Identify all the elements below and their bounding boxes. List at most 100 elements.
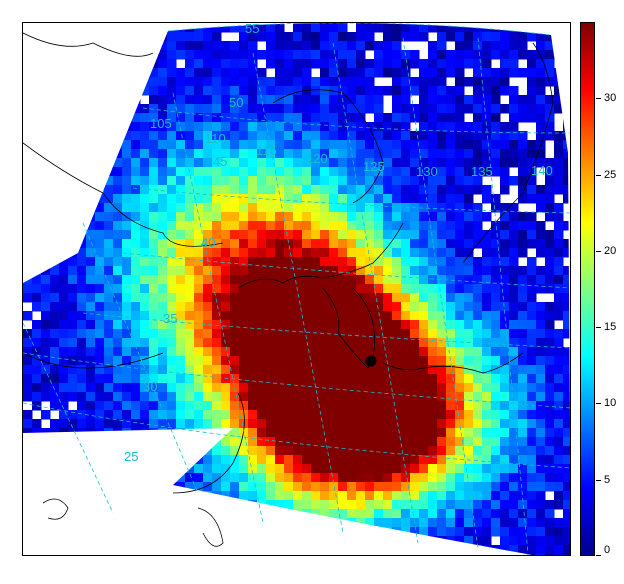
field-cell [473,95,483,105]
field-cell [320,68,330,78]
field-cell [158,365,168,375]
field-cell [113,392,123,402]
field-cell [383,266,393,276]
field-cell [194,356,204,366]
field-cell [554,338,564,348]
field-cell [329,140,339,150]
field-cell [401,509,411,519]
field-cell [230,392,240,402]
field-cell [257,437,267,447]
field-cell [545,41,555,51]
field-cell [446,59,456,69]
field-cell [455,149,465,159]
field-cell [473,32,483,42]
field-cell [140,275,150,285]
field-cell [293,266,303,276]
field-cell [491,113,501,123]
field-cell [419,500,429,510]
field-cell [230,410,240,420]
field-cell [500,221,510,231]
field-cell [509,122,519,132]
field-cell [455,266,465,276]
field-cell [365,122,375,132]
field-cell [302,356,312,366]
field-cell [320,176,330,186]
field-cell [104,230,114,240]
field-cell [230,275,240,285]
field-cell [41,293,51,303]
field-cell [266,185,276,195]
field-cell [356,194,366,204]
field-cell [491,257,501,267]
field-cell [329,410,339,420]
field-cell [77,320,87,330]
field-cell [563,194,570,204]
field-cell [266,302,276,312]
field-cell [473,275,483,285]
field-cell [158,383,168,393]
field-cell [302,77,312,87]
field-cell [446,68,456,78]
site-marker[interactable] [365,355,377,367]
field-cell [239,32,249,42]
field-cell [563,311,570,321]
field-cell [464,230,474,240]
field-cell [275,374,285,384]
field-cell [554,374,564,384]
field-cell [473,311,483,321]
field-cell [212,176,222,186]
field-cell [365,437,375,447]
field-cell [248,122,258,132]
field-cell [410,86,420,96]
field-cell [545,545,555,555]
field-cell [248,239,258,249]
field-cell [563,221,570,231]
field-cell [257,347,267,357]
field-cell [554,212,564,222]
field-cell [527,329,537,339]
field-cell [230,140,240,150]
field-cell [383,59,393,69]
field-cell [203,347,213,357]
field-cell [302,257,312,267]
field-cell [257,23,267,33]
field-cell [320,446,330,456]
field-cell [77,329,87,339]
field-cell [347,185,357,195]
field-cell [428,383,438,393]
field-cell [482,140,492,150]
field-cell [266,356,276,366]
field-cell [329,419,339,429]
field-cell [482,473,492,483]
field-cell [311,302,321,312]
field-cell [554,95,564,105]
field-cell [194,311,204,321]
field-cell [419,356,429,366]
field-cell [563,536,570,546]
field-cell [302,230,312,240]
field-cell [149,302,159,312]
field-cell [203,482,213,492]
field-cell [392,122,402,132]
field-cell [473,455,483,465]
field-cell [176,248,186,258]
field-cell [221,86,231,96]
field-cell [509,320,519,330]
field-cell [563,356,570,366]
field-cell [95,230,105,240]
field-cell [428,293,438,303]
field-cell [149,185,159,195]
field-cell [131,122,141,132]
field-cell [464,239,474,249]
field-cell [185,194,195,204]
field-cell [527,293,537,303]
field-cell [194,68,204,78]
field-cell [365,428,375,438]
field-cell [257,77,267,87]
field-cell [455,293,465,303]
field-cell [77,257,87,267]
field-cell [338,122,348,132]
field-cell [518,185,528,195]
field-cell [428,158,438,168]
